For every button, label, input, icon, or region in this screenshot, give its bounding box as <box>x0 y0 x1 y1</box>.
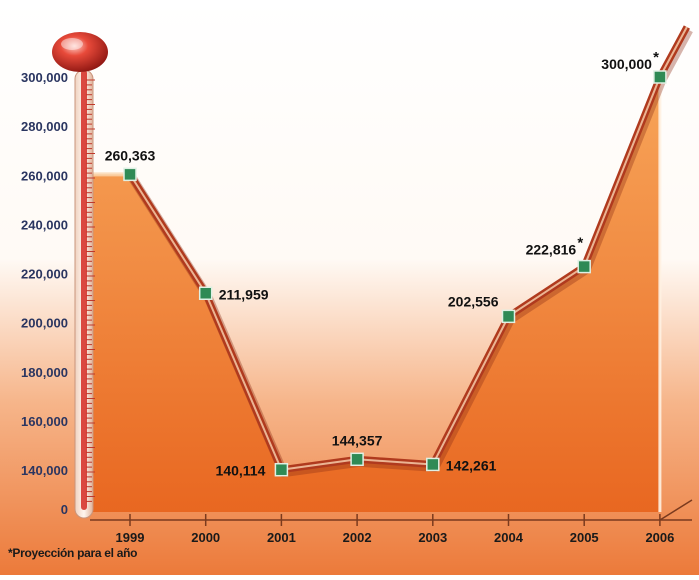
y-tick-label: 220,000 <box>21 267 68 282</box>
data-label: 211,959 <box>219 286 269 302</box>
x-tick-label: 2003 <box>418 530 447 545</box>
area-fill <box>90 77 660 512</box>
y-tick-label: 260,000 <box>21 168 68 183</box>
y-tick-label: 200,000 <box>21 316 68 331</box>
marker-layer <box>123 70 667 477</box>
y-tick-label: 180,000 <box>21 365 68 380</box>
x-tick-label: 2006 <box>645 530 674 545</box>
data-point-marker <box>350 452 364 467</box>
data-point-marker <box>426 457 440 472</box>
data-label: 142,261 <box>446 457 497 473</box>
data-label: 202,556 <box>448 293 499 309</box>
label-layer: 260,363 211,959 140,114 144,357 142,261 202,5… <box>105 49 659 479</box>
y-baseline-label: 0 <box>61 502 68 517</box>
projection-footnote: *Proyección para el año <box>8 546 138 560</box>
thermometer-mercury <box>81 70 87 510</box>
data-label: 300,000 <box>601 56 652 72</box>
axis-layer: 300,000 280,000 260,000 240,000 220,000 200,0… <box>21 70 693 545</box>
data-label: 260,363 <box>105 147 156 163</box>
x-tick-label: 2004 <box>494 530 524 545</box>
data-point-marker <box>501 309 516 324</box>
y-tick-label: 140,000 <box>21 463 68 478</box>
data-point-marker <box>123 167 137 182</box>
x-tick-label: 1999 <box>116 530 145 545</box>
data-point-marker <box>274 462 289 477</box>
projection-asterisk: * <box>653 49 659 66</box>
y-tick-label: 160,000 <box>21 414 68 429</box>
thermometer <box>52 32 108 519</box>
x-tick-label: 2000 <box>191 530 220 545</box>
x-tick-label: 2005 <box>570 530 599 545</box>
projection-asterisk: * <box>577 235 583 252</box>
y-tick-label: 280,000 <box>21 119 68 134</box>
data-point-marker <box>653 70 667 84</box>
data-point-marker <box>198 286 213 301</box>
data-label: 222,816 <box>526 242 577 258</box>
x-tick-label: 2002 <box>343 530 372 545</box>
x-axis-end <box>659 499 693 521</box>
thermometer-bulb-shine <box>61 38 83 50</box>
thermometer-bulb <box>52 32 108 72</box>
data-label: 144,357 <box>332 432 383 448</box>
data-point-marker <box>577 259 591 274</box>
y-tick-label: 240,000 <box>21 217 68 232</box>
y-tick-label: 300,000 <box>21 70 68 85</box>
x-tick-label: 2001 <box>267 530 296 545</box>
data-label: 140,114 <box>216 463 266 479</box>
